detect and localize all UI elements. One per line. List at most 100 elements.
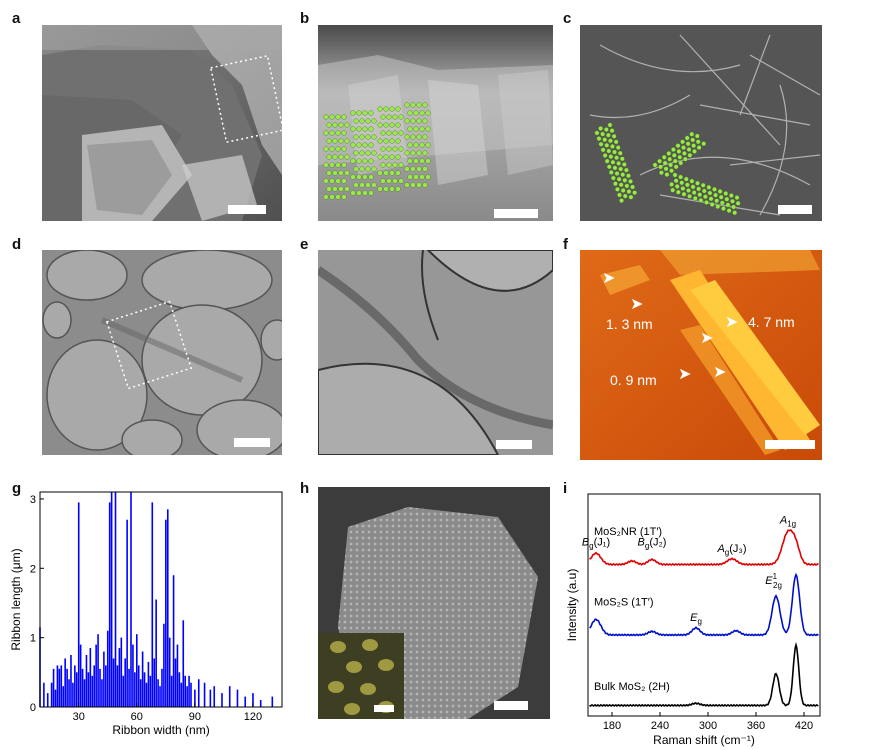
atom [350, 126, 356, 132]
atom [329, 146, 335, 152]
y-axis-label: Intensity (a.u) [566, 569, 579, 642]
tem-image-d [42, 250, 282, 455]
panel-label-i: i [563, 480, 568, 497]
atom [413, 158, 419, 164]
atom [701, 188, 707, 194]
atom [422, 118, 428, 124]
histogram-bar [209, 689, 212, 707]
atom [395, 170, 401, 176]
atom [614, 155, 619, 161]
atom [344, 186, 350, 192]
atom [338, 122, 344, 128]
atom [353, 182, 359, 188]
atom [700, 182, 706, 188]
atom [670, 147, 676, 152]
atom [425, 174, 431, 180]
scale-bar-e [496, 440, 532, 449]
atom [329, 194, 335, 200]
histogram-bar [130, 492, 132, 707]
histogram-bar [176, 644, 179, 707]
atom [368, 174, 374, 180]
histogram-bar [128, 668, 130, 707]
atom [386, 162, 392, 168]
panel-label-f: f [563, 236, 568, 253]
atom [712, 186, 717, 192]
histogram-bar [161, 668, 163, 707]
atom [610, 159, 616, 165]
peak-annotation: A1g [779, 515, 796, 529]
atom [594, 130, 600, 136]
atom [395, 186, 401, 192]
atom [350, 174, 356, 180]
peak-annotation: E1 2g [765, 572, 782, 590]
atom [386, 178, 392, 184]
atom [323, 194, 329, 200]
atom [326, 186, 332, 192]
atom [332, 154, 338, 160]
atom [404, 118, 410, 124]
atom [404, 134, 410, 140]
atom [697, 192, 703, 198]
histogram-bar [95, 644, 97, 707]
atom [694, 133, 700, 139]
atom [678, 160, 684, 166]
y-tick-label: 1 [30, 633, 36, 645]
atom [356, 190, 362, 196]
atom [679, 180, 685, 186]
histogram-bar [139, 679, 142, 707]
histogram-bar [132, 644, 134, 707]
atom [621, 162, 627, 167]
inset-image [318, 633, 404, 719]
atom [673, 164, 679, 170]
atom [395, 122, 401, 128]
histogram-bar [159, 686, 161, 707]
atom [725, 202, 731, 208]
histogram-bar [77, 502, 80, 707]
histogram-bar [97, 634, 99, 707]
arrowhead-icon: ➤ [700, 330, 714, 347]
atom [425, 142, 431, 148]
x-tick-label: 420 [795, 720, 813, 732]
atom [728, 193, 734, 198]
histogram-bar [72, 682, 74, 707]
sem-image-b [318, 25, 553, 221]
atom [684, 135, 690, 141]
y-axis-label: Ribbon length (μm) [9, 548, 23, 650]
atom [718, 194, 724, 200]
histogram-bar [236, 689, 239, 707]
atom [410, 102, 416, 108]
histogram-bar [190, 682, 192, 707]
plot-frame [587, 493, 821, 717]
arrowhead-icon: ➤ [678, 366, 692, 383]
atom [335, 146, 341, 152]
atom [619, 156, 625, 162]
tem-image-e [318, 250, 553, 455]
sem-image-b-drawing [318, 25, 553, 221]
atom [332, 186, 338, 192]
histogram-bar [221, 693, 223, 707]
atom [690, 184, 696, 190]
histogram-bar [56, 665, 59, 707]
x-tick-label: 30 [73, 711, 85, 723]
afm-height-label: 1. 3 nm [606, 316, 653, 332]
afm-image-f: ➤ ➤ ➤ ➤ ➤ ➤ 1. 3 nm 4. 7 nm 0. 9 nm [580, 250, 822, 460]
atom [398, 178, 404, 184]
atom [356, 126, 362, 132]
atom [407, 110, 413, 116]
atom [608, 154, 614, 160]
atom [682, 150, 687, 156]
atom [707, 190, 713, 196]
atom [677, 154, 683, 160]
atom [673, 178, 679, 184]
atom [335, 114, 341, 120]
atom [398, 162, 404, 168]
panel-label-a: a [12, 10, 21, 27]
atom [419, 110, 425, 116]
histogram-bar [163, 623, 165, 707]
atom [410, 134, 416, 140]
atom [362, 190, 368, 196]
atom [732, 210, 738, 216]
atom [425, 110, 431, 116]
atom [332, 122, 338, 128]
atom [341, 178, 347, 184]
